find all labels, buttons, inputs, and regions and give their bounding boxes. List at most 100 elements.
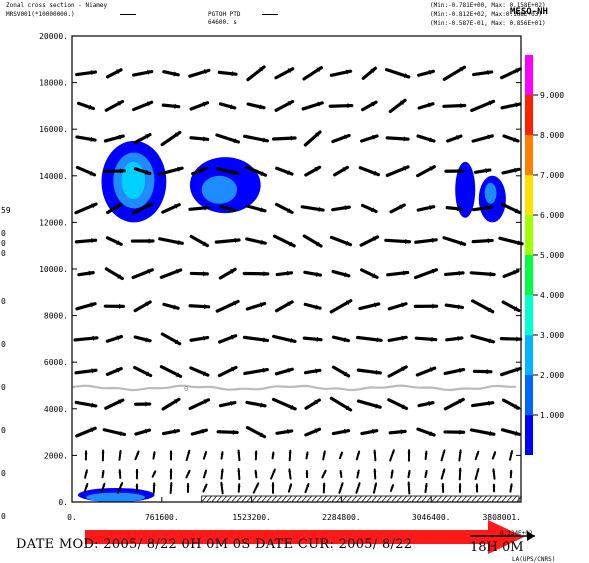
wind-arrow: [220, 481, 224, 495]
terrain-hatch-line: [486, 495, 492, 503]
wind-arrow: [407, 481, 411, 495]
wind-arrow: [219, 204, 237, 212]
field-name-2: PGTOH PTD: [208, 11, 241, 18]
terrain-hatch-line: [356, 495, 362, 503]
wind-arrow: [387, 365, 408, 378]
red-arrow-shaft: [85, 530, 490, 544]
wind-arrow: [237, 449, 241, 462]
left-cut-label: 0: [1, 239, 6, 248]
wind-arrow: [185, 469, 191, 479]
wind-arrow: [302, 234, 323, 248]
wind-arrow: [331, 428, 351, 436]
wind-arrow: [275, 429, 294, 435]
wind-arrow: [446, 134, 463, 143]
wind-arrow: [331, 335, 351, 343]
wind-arrow: [169, 468, 173, 480]
wind-arrow: [389, 484, 395, 492]
wind-arrow: [389, 449, 395, 462]
wind-arrow: [500, 67, 522, 80]
wind-arrow: [244, 165, 268, 177]
wind-arrow: [458, 467, 462, 481]
wind-arrow: [407, 469, 411, 479]
x-tick-label: 3046400.: [412, 513, 451, 522]
wind-arrow: [135, 468, 139, 480]
wind-arrow: [218, 334, 238, 344]
terrain-hatch-line: [456, 495, 462, 503]
wind-arrow: [134, 401, 152, 407]
wind-arrow: [458, 449, 462, 462]
wind-arrow: [387, 335, 408, 343]
x-tick-label: 1523200.: [232, 513, 271, 522]
wind-arrow: [104, 99, 125, 112]
wind-arrow: [388, 98, 407, 114]
wind-arrow: [106, 68, 123, 79]
wind-arrow: [75, 426, 97, 438]
wind-arrow: [161, 103, 181, 109]
terrain-hatch-line: [216, 495, 222, 503]
wind-arrow: [358, 302, 381, 311]
wind-arrow: [254, 469, 258, 479]
terrain-hatch-line: [421, 495, 427, 503]
wind-arrow: [474, 468, 480, 481]
wind-arrow: [188, 68, 211, 78]
wind-arrow: [443, 397, 465, 411]
wind-arrow: [440, 449, 446, 462]
wind-arrow: [160, 130, 182, 147]
wind-arrow: [509, 450, 513, 461]
wind-arrow: [274, 99, 295, 112]
wind-arrow: [387, 302, 408, 311]
terrain-hatch-line: [256, 495, 262, 503]
terrain-hatch-line: [366, 495, 372, 503]
terrain-hatch-line: [461, 495, 467, 503]
wind-arrow: [189, 366, 210, 377]
wind-arrow: [243, 367, 269, 376]
wind-arrow: [133, 335, 152, 343]
wind-arrow: [360, 428, 379, 436]
colorbar-label: 6.000: [540, 211, 564, 220]
wind-arrow: [416, 165, 436, 178]
wind-arrow: [189, 234, 210, 248]
wind-arrow: [385, 136, 410, 142]
terrain-hatch-line: [236, 495, 242, 503]
wind-arrow: [161, 203, 181, 214]
wind-arrow: [445, 206, 464, 212]
field-name-1: MRSV001(*10000000.): [6, 11, 75, 18]
wind-arrow: [162, 302, 180, 310]
left-cut-label: 0: [1, 426, 6, 435]
wind-arrow: [159, 268, 183, 279]
left-cut-label: 0: [1, 512, 6, 521]
wind-arrow: [135, 483, 139, 493]
wind-arrow: [272, 334, 297, 343]
wind-arrow: [134, 450, 140, 461]
terrain-hatch-line: [296, 495, 302, 503]
wind-arrow: [413, 268, 439, 280]
wind-arrow: [132, 69, 154, 77]
wind-arrow: [75, 302, 97, 311]
terrain-hatch-line: [306, 495, 312, 503]
wind-arrow: [245, 425, 267, 439]
terrain-hatch-line: [226, 495, 232, 503]
terrain-hatch-line: [466, 495, 472, 503]
wind-arrow: [470, 99, 496, 113]
terrain-hatch-line: [221, 495, 227, 503]
wind-arrow: [84, 450, 88, 461]
wind-arrow: [355, 450, 361, 461]
wind-arrow: [304, 165, 322, 177]
wind-arrow: [492, 468, 496, 480]
y-tick-label: 2000.: [44, 451, 68, 460]
wind-arrow: [442, 65, 467, 81]
wind-arrow: [440, 468, 446, 480]
wind-arrow: [152, 451, 156, 460]
wind-arrow: [387, 398, 409, 411]
y-tick-label: 14000.: [39, 172, 68, 181]
wind-arrow: [424, 470, 428, 479]
terrain-hatch-line: [281, 495, 287, 503]
terrain-hatch-line: [401, 495, 407, 503]
wind-arrow: [443, 429, 466, 435]
contour-cell-2: [121, 161, 146, 200]
terrain-hatch-line: [316, 495, 322, 503]
wind-arrow: [472, 369, 493, 375]
terrain-hatch-line: [206, 495, 212, 503]
wind-arrow: [271, 451, 275, 460]
